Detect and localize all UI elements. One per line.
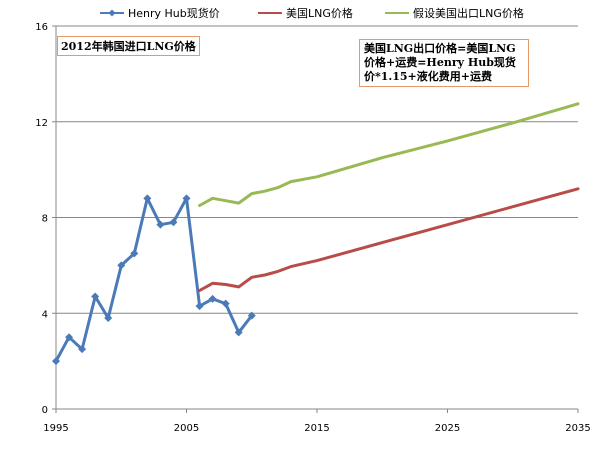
x-tick-label: 1995 [43,423,68,434]
data-point-marker [156,220,165,229]
legend-label-1: 美国LNG价格 [286,6,353,20]
y-tick-label: 16 [35,22,48,33]
annotation-us-lng-formula: 美国LNG出口价格=美国LNG价格+运费=Henry Hub现货价*1.15+液… [359,39,529,87]
legend-marker-0 [108,9,116,17]
legend-label-2: 假设美国出口LNG价格 [413,6,524,20]
series-line-2 [198,102,580,207]
x-tick-label: 2025 [435,423,460,434]
data-point-marker [221,299,230,308]
data-point-marker [143,194,152,203]
data-point-marker [130,249,139,258]
legend: Henry Hub现货价 美国LNG价格 假设美国出口LNG价格 [100,6,524,20]
data-point-marker [182,194,191,203]
data-point-marker [91,292,100,301]
data-point-marker [234,328,243,337]
data-point-marker [208,294,217,303]
legend-label-0: Henry Hub现货价 [128,6,220,20]
data-point-marker [65,333,74,342]
series-line-0 [54,196,254,363]
data-point-marker [169,218,178,227]
y-tick-label: 4 [42,309,48,320]
data-point-marker [117,261,126,270]
data-point-marker [247,311,256,320]
data-point-marker [78,345,87,354]
data-point-marker [104,314,113,323]
axes: 0 4 8 12 16 1995 2005 2015 2025 2035 [35,22,590,434]
y-tick-label: 8 [42,214,48,225]
x-tick-label: 2035 [565,423,590,434]
x-tick-label: 2005 [174,423,199,434]
y-tick-label: 12 [35,118,48,129]
annotation-korea-lng-price: 2012年韩国进口LNG价格 [57,36,200,56]
x-tick-label: 2015 [304,423,329,434]
data-point-marker [195,302,204,311]
y-tick-label: 0 [42,405,48,416]
series-lines [52,102,580,366]
data-point-marker [52,357,60,366]
series-line-1 [198,187,580,292]
